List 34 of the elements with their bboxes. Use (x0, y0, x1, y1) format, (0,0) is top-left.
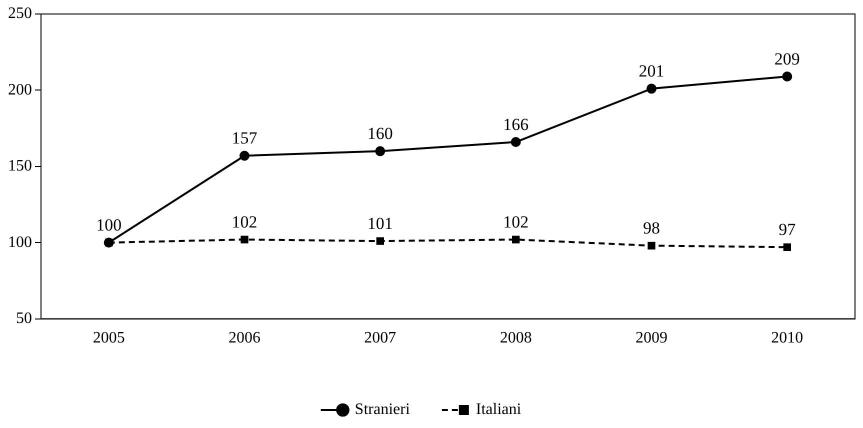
data-label: 101 (367, 214, 393, 234)
data-label: 166 (503, 114, 529, 134)
data-label: 97 (778, 220, 796, 240)
point (512, 236, 520, 244)
point (782, 71, 792, 82)
point (648, 242, 656, 250)
x-tick-label: 2006 (228, 330, 260, 347)
y-tick-label: 100 (8, 234, 32, 251)
data-label: 102 (503, 212, 529, 232)
x-tick-label: 2005 (92, 330, 125, 347)
point (375, 146, 386, 156)
y-tick-label: 50 (16, 310, 32, 328)
data-label: 100 (96, 216, 122, 235)
data-label: 209 (774, 49, 800, 68)
data-label: 102 (232, 212, 258, 232)
point (510, 137, 521, 148)
x-tick-label: 2007 (364, 330, 396, 347)
data-label: 157 (232, 128, 258, 148)
y-tick-label: 250 (8, 5, 32, 22)
legend-label: Stranieri (354, 401, 410, 418)
x-tick-label: 2010 (771, 330, 804, 347)
x-tick-label: 2008 (500, 330, 532, 347)
point (783, 243, 791, 251)
point (240, 236, 248, 244)
data-label: 201 (638, 62, 664, 81)
x-tick-label: 2009 (636, 330, 668, 347)
point (376, 237, 384, 245)
point (646, 84, 656, 94)
y-tick-label: 150 (8, 158, 32, 175)
point (240, 150, 250, 161)
y-tick-label: 200 (8, 81, 32, 98)
data-label: 98 (643, 218, 660, 238)
legend-label: Italiani (476, 401, 522, 418)
data-label: 160 (367, 124, 393, 144)
